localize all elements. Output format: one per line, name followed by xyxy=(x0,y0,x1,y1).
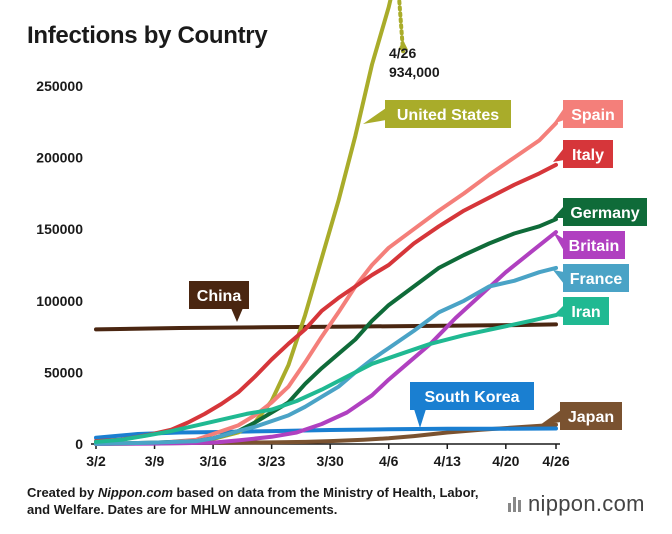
label-text: China xyxy=(197,288,242,305)
series-line-spain xyxy=(94,121,558,446)
x-tick-label: 3/16 xyxy=(199,453,226,469)
label-pointer xyxy=(553,148,564,162)
label-text: Britain xyxy=(569,238,620,255)
label-text: Italy xyxy=(572,147,604,164)
annotation-date: 4/26 xyxy=(389,45,416,61)
y-tick-label: 0 xyxy=(75,436,83,452)
label-pointer xyxy=(553,305,564,317)
x-tick-label: 4/6 xyxy=(379,453,399,469)
label-britain: Britain xyxy=(553,231,625,259)
label-spain: Spain xyxy=(553,100,623,128)
label-pointer xyxy=(540,410,561,425)
label-pointer xyxy=(553,206,564,218)
label-box xyxy=(563,140,613,168)
y-tick-label: 250000 xyxy=(36,78,83,94)
y-tick-label: 150000 xyxy=(36,221,83,237)
series-line-italy xyxy=(94,162,558,444)
label-text: Japan xyxy=(568,409,614,426)
label-south-korea: South Korea xyxy=(410,382,534,428)
footnote-suffix: based on data from the Ministry of Healt… xyxy=(27,485,479,517)
label-pointer xyxy=(553,232,564,251)
y-tick-label: 100000 xyxy=(36,293,83,309)
label-united-states: United States xyxy=(363,100,511,128)
x-tick-label: 3/9 xyxy=(145,453,165,469)
label-germany: Germany xyxy=(553,198,647,226)
label-china: China xyxy=(189,281,249,322)
label-text: United States xyxy=(397,107,499,124)
x-tick-label: 4/26 xyxy=(542,453,569,469)
footnote-source[interactable]: Nippon.com xyxy=(97,485,173,500)
label-japan: Japan xyxy=(540,402,622,430)
label-france: France xyxy=(553,264,629,292)
label-box xyxy=(563,198,647,226)
label-box xyxy=(563,100,623,128)
series-line-britain xyxy=(94,230,558,446)
logo-text: nippon.com xyxy=(528,491,645,516)
label-box xyxy=(385,100,511,128)
label-italy: Italy xyxy=(553,140,613,168)
label-box xyxy=(563,297,609,325)
label-text: South Korea xyxy=(424,389,519,406)
label-box xyxy=(189,281,249,309)
label-box xyxy=(560,402,622,430)
label-pointer xyxy=(553,270,564,284)
footnote: Created by Nippon.com based on data from… xyxy=(27,484,497,518)
series-line-iran xyxy=(94,313,558,444)
label-text: Germany xyxy=(570,205,639,222)
label-text: France xyxy=(570,271,623,288)
y-tick-label: 200000 xyxy=(36,150,83,166)
label-box xyxy=(563,264,629,292)
us-dotted-extension xyxy=(397,0,406,54)
up-arrow-icon xyxy=(398,40,409,50)
label-iran: Iran xyxy=(553,297,609,325)
x-tick-label: 4/13 xyxy=(434,453,461,469)
axes-layer: 0 50000 100000 150000 200000 250000 3/2 3/9 3/16… xyxy=(36,78,570,469)
label-text: Iran xyxy=(571,304,600,321)
x-tick-label: 3/23 xyxy=(258,453,285,469)
annotation-value: 934,000 xyxy=(389,64,440,80)
chart-title: Infections by Country xyxy=(27,22,268,49)
labels-layer: China Japan South Korea United States Spain I… xyxy=(189,45,647,430)
label-pointer xyxy=(363,108,386,124)
y-tick-label: 50000 xyxy=(44,364,83,380)
label-box xyxy=(410,382,534,410)
label-pointer xyxy=(553,108,564,124)
footnote-prefix: Created by xyxy=(27,485,98,500)
label-pointer xyxy=(231,308,243,322)
lines-layer xyxy=(94,0,558,446)
x-tick-label: 3/2 xyxy=(86,453,106,469)
x-tick-label: 4/20 xyxy=(492,453,519,469)
label-pointer xyxy=(414,409,426,428)
brand-logo[interactable]: nippon.com xyxy=(508,491,645,517)
x-tick-label: 3/30 xyxy=(317,453,344,469)
series-line-france xyxy=(94,265,558,446)
signal-bars-icon xyxy=(508,496,521,512)
label-text: Spain xyxy=(571,107,615,124)
label-box xyxy=(563,231,625,259)
